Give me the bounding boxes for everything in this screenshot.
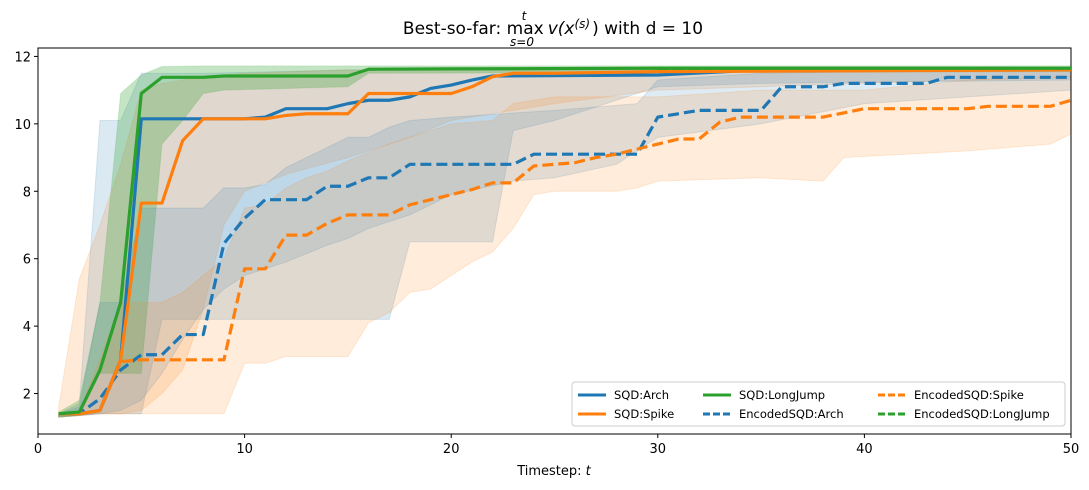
axis-ticks: 0 10 20 30 40 50 2 4 6 8 10 12 <box>14 50 1079 457</box>
title-suffix: ) with d = 10 <box>592 19 703 39</box>
y-tick-label-4: 4 <box>23 320 31 335</box>
legend-label-encodedsqd-longjump: EncodedSQD:LongJump <box>914 407 1050 421</box>
legend-label-encodedsqd-spike: EncodedSQD:Spike <box>914 388 1024 402</box>
legend-label-encodedsqd-arch: EncodedSQD:Arch <box>739 407 844 421</box>
x-tick-label-0: 0 <box>34 442 42 457</box>
axes-frame <box>37 47 1072 435</box>
y-tick-label-10: 10 <box>14 118 31 133</box>
y-tick-label-8: 8 <box>23 185 31 200</box>
title-expr-sup: (s) <box>574 17 590 31</box>
legend-box <box>571 381 1066 427</box>
series-lines <box>58 66 1072 416</box>
band-sqd-arch <box>58 67 1072 418</box>
x-tick-label-50: 50 <box>1063 442 1080 457</box>
title-max-superscript: t <box>522 9 528 23</box>
legend-label-sqd-spike: SQD:Spike <box>614 407 674 421</box>
legend-label-sqd-arch: SQD:Arch <box>614 388 669 402</box>
chart-title: Best-so-far: max v(x(s)) with d = 10 <box>403 17 703 39</box>
y-tick-label-2: 2 <box>23 388 31 403</box>
x-axis-label: Timestep: t <box>516 464 591 479</box>
band-sqd-longjump <box>58 65 1072 418</box>
band-encodedsqd-arch <box>58 69 1072 418</box>
confidence-bands <box>58 65 1072 418</box>
title-prefix: Best-so-far: <box>403 19 507 39</box>
y-tick-label-6: 6 <box>23 253 31 268</box>
line-encodedsqd-arch <box>58 75 1071 416</box>
line-sqd-longjump <box>58 66 1071 416</box>
x-tick-label-40: 40 <box>856 442 873 457</box>
title-expr: v(x <box>548 19 576 39</box>
x-tick-label-20: 20 <box>443 442 460 457</box>
x-tick-label-10: 10 <box>236 442 253 457</box>
x-tick-label-30: 30 <box>650 442 667 457</box>
line-sqd-spike <box>58 68 1072 416</box>
y-tick-label-12: 12 <box>14 50 31 65</box>
legend: SQD:Arch SQD:Spike SQD:LongJump EncodedSQD:… <box>571 381 1066 427</box>
line-encodedsqd-spike <box>58 98 1072 416</box>
title-max: max <box>507 19 544 39</box>
legend-label-sqd-longjump: SQD:LongJump <box>739 388 825 402</box>
title-max-subscript: s=0 <box>510 35 534 49</box>
plot-frame <box>37 47 1072 435</box>
